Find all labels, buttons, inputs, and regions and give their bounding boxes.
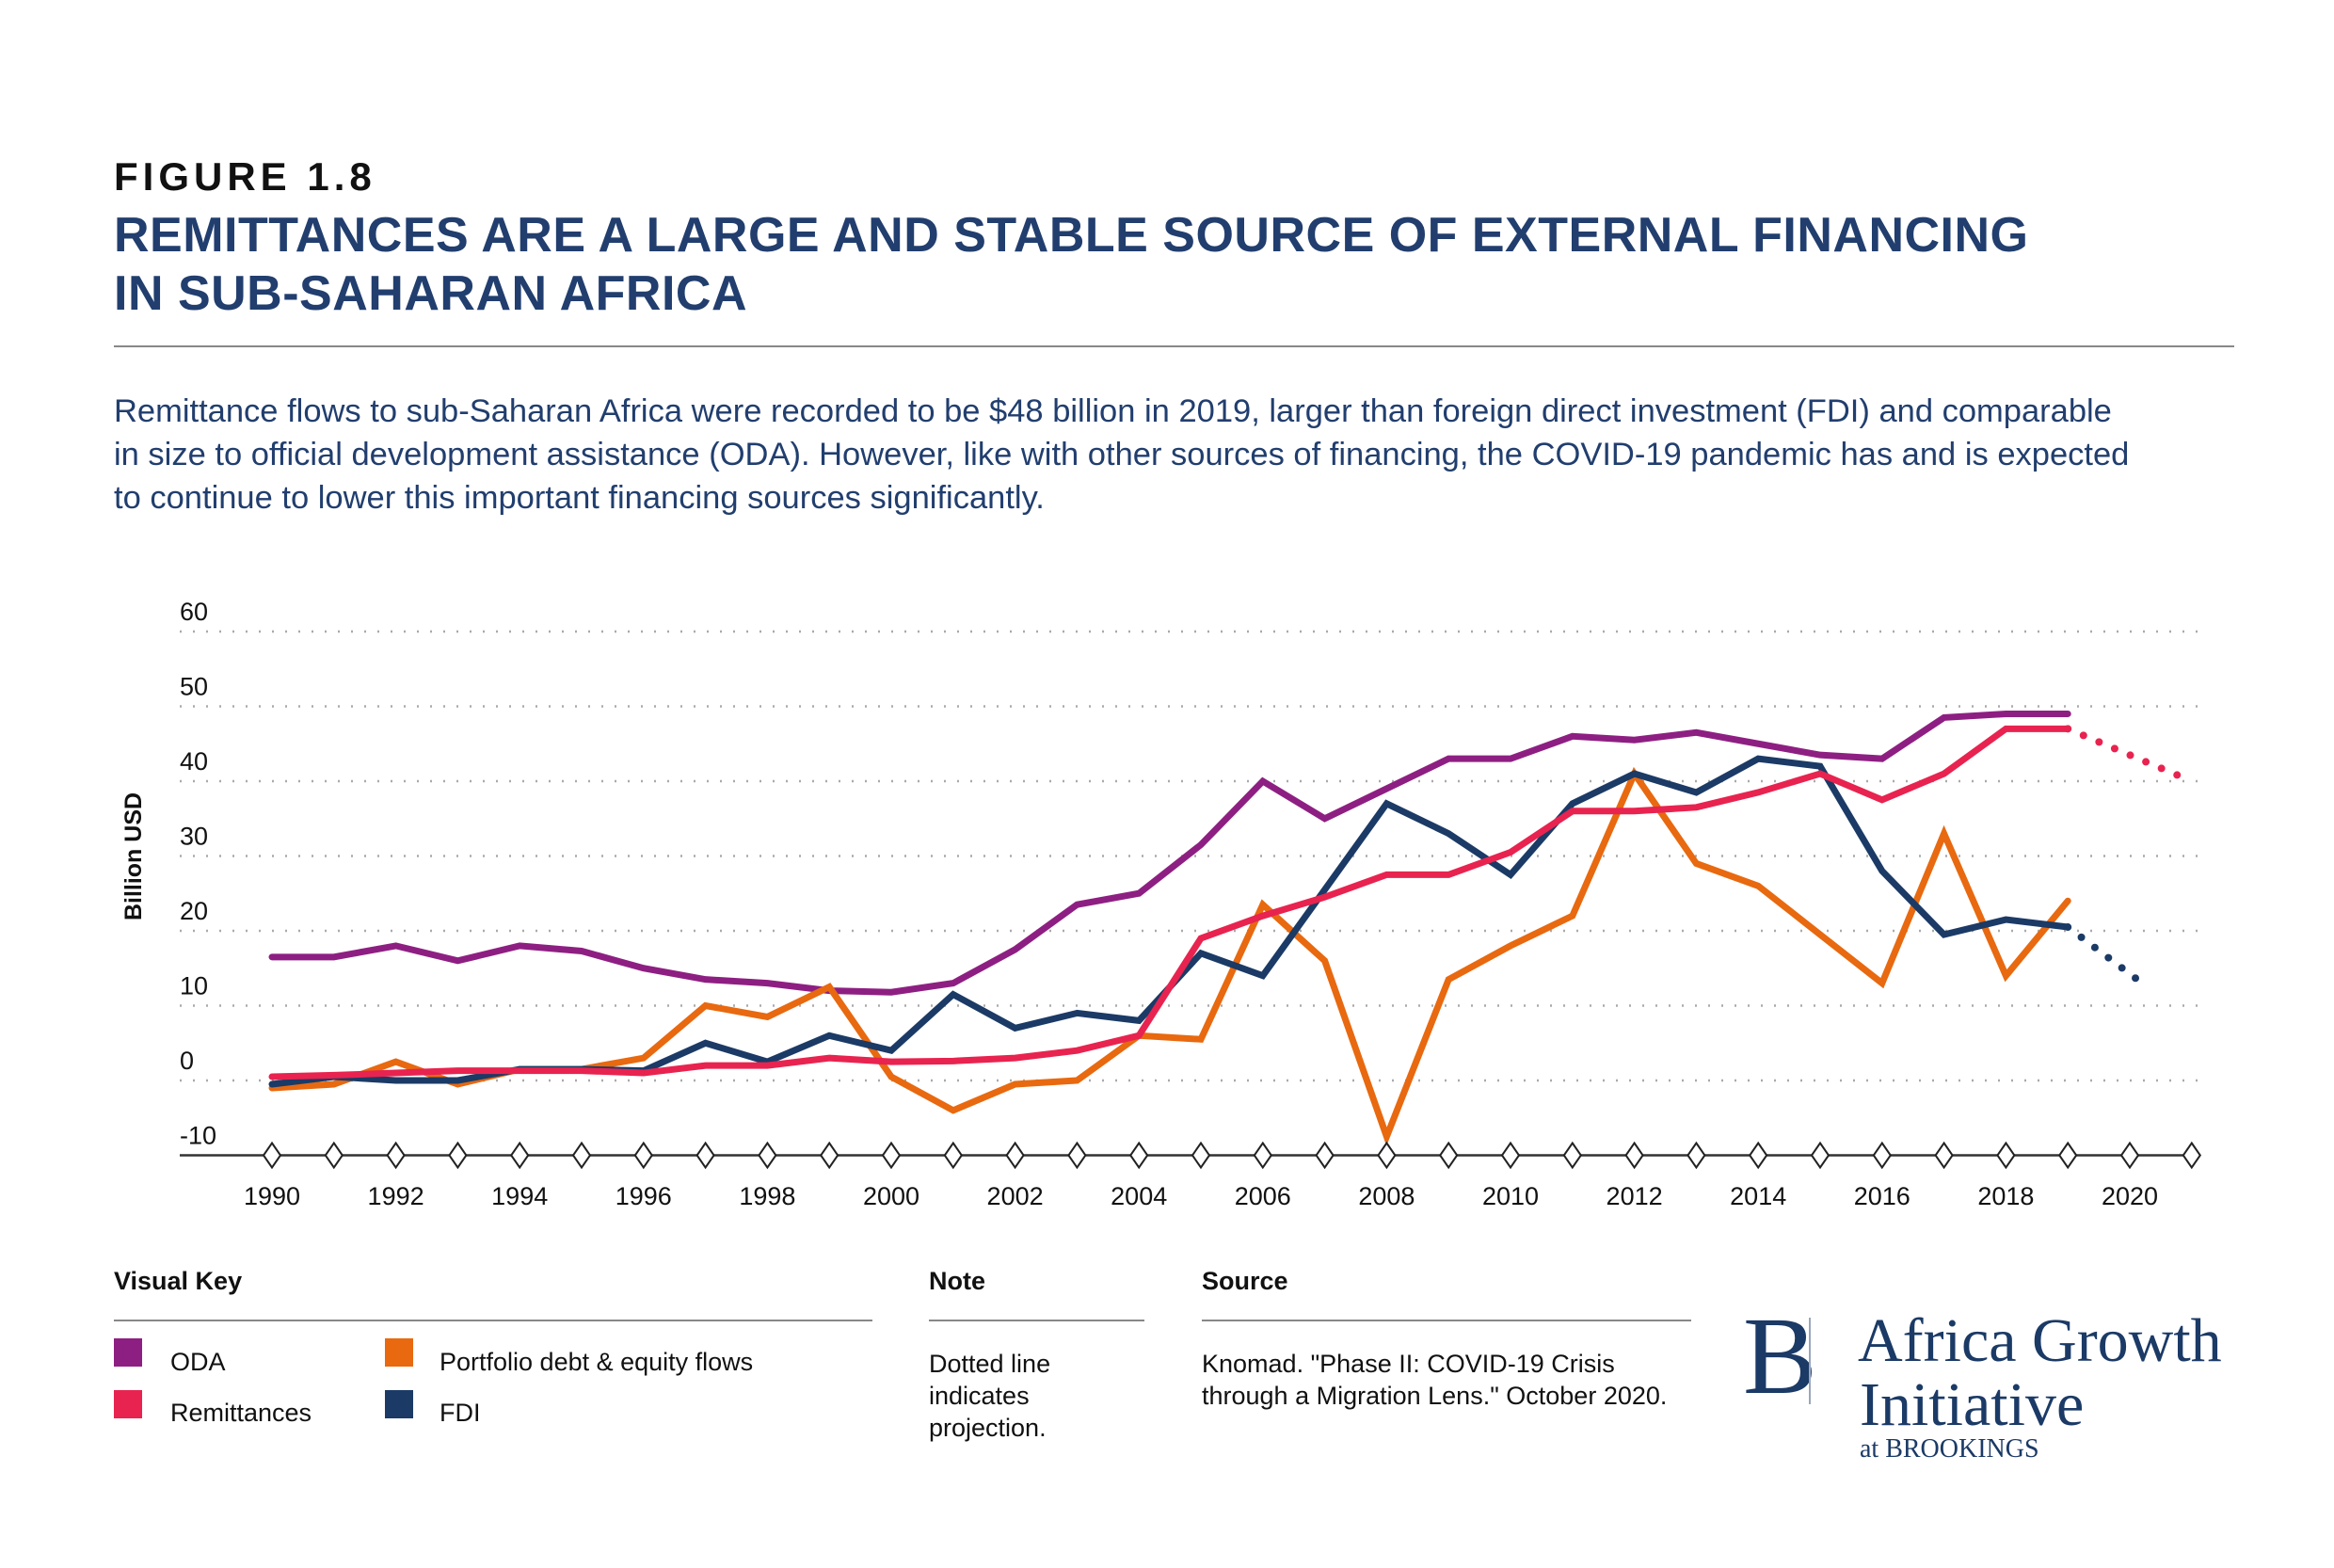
y-tick-label: 60	[180, 598, 208, 626]
series-line-remittances	[268, 725, 2071, 1080]
x-axis-marker	[1996, 1141, 2016, 1170]
x-axis-marker	[695, 1141, 715, 1170]
x-axis-marker	[1500, 1141, 1521, 1170]
x-axis-marker	[758, 1141, 777, 1170]
legend-label-oda: ODA	[170, 1348, 226, 1376]
note-line3: projection.	[929, 1414, 1047, 1442]
x-tick-label: 1998	[739, 1182, 795, 1210]
x-tick-label: 2020	[2102, 1182, 2158, 1210]
x-axis-marker	[633, 1141, 654, 1170]
legend-label-portfolio: Portfolio debt & equity flows	[440, 1348, 754, 1376]
source-line2: through a Migration Lens." October 2020.	[1202, 1382, 1668, 1410]
x-axis-marker	[2057, 1141, 2078, 1170]
logo-line3: at BROOKINGS	[1860, 1434, 2039, 1464]
series-line-oda	[268, 710, 2071, 996]
x-axis-marker	[819, 1141, 839, 1170]
x-axis-marker	[1810, 1141, 1830, 1170]
x-tick-label: 1994	[491, 1182, 548, 1210]
y-tick-label: 10	[180, 972, 208, 1000]
x-tick-label: 2018	[1977, 1182, 2034, 1210]
title-divider	[114, 345, 2234, 347]
source-divider	[1202, 1320, 1691, 1321]
x-axis-marker	[1191, 1141, 1211, 1170]
source-line1: Knomad. "Phase II: COVID-19 Crisis	[1202, 1350, 1615, 1378]
y-tick-label: 30	[180, 823, 208, 851]
logo-line2: Initiative	[1860, 1370, 2085, 1439]
x-axis-marker	[1253, 1141, 1273, 1170]
chart-title-line1: REMITTANCES ARE A LARGE AND STABLE SOURC…	[114, 208, 2029, 263]
x-tick-label: 2008	[1358, 1182, 1415, 1210]
x-axis-marker	[1067, 1141, 1087, 1170]
x-axis-marker	[2119, 1141, 2140, 1170]
y-tick-label: 20	[180, 897, 208, 925]
description-line2: in size to official development assistan…	[114, 437, 2130, 472]
x-tick-label: 2016	[1854, 1182, 1910, 1210]
x-tick-label: 2014	[1730, 1182, 1786, 1210]
x-tick-label: 1996	[615, 1182, 672, 1210]
x-axis-marker	[881, 1141, 902, 1170]
legend-label-fdi: FDI	[440, 1399, 481, 1427]
x-axis-marker	[1377, 1141, 1397, 1170]
y-tick-label: 0	[180, 1047, 194, 1075]
x-axis-marker	[571, 1141, 592, 1170]
x-tick-label: 2012	[1607, 1182, 1663, 1210]
x-axis-marker	[1687, 1141, 1706, 1170]
legend-label-remittances: Remittances	[170, 1399, 312, 1427]
x-axis-marker	[1934, 1141, 1954, 1170]
x-tick-label: 2002	[987, 1182, 1044, 1210]
x-axis-marker	[1872, 1141, 1893, 1170]
x-axis-marker	[1748, 1141, 1768, 1170]
legend-swatch-portfolio	[385, 1338, 413, 1367]
logo-divider	[1809, 1318, 1811, 1404]
y-tick-label: -10	[180, 1122, 216, 1150]
y-tick-label: 40	[180, 747, 208, 776]
note-text: Dotted line indicates projection.	[929, 1348, 1050, 1444]
x-axis-marker	[1315, 1141, 1335, 1170]
legend-heading: Visual Key	[114, 1267, 243, 1295]
chart-title-line2: IN SUB-SAHARAN AFRICA	[114, 266, 747, 321]
projection-line-remittances	[2064, 725, 2196, 785]
x-axis-marker	[448, 1141, 468, 1170]
source-heading: Source	[1202, 1267, 1288, 1295]
projection-line-fdi	[2064, 923, 2147, 987]
legend-swatch-oda	[114, 1338, 142, 1367]
x-axis-marker	[1005, 1141, 1025, 1170]
x-tick-label: 2010	[1482, 1182, 1539, 1210]
figure-label: FIGURE 1.8	[114, 154, 376, 199]
x-axis-marker	[1624, 1141, 1644, 1170]
x-tick-label: 1992	[368, 1182, 424, 1210]
description-line3: to continue to lower this important fina…	[114, 480, 1045, 516]
x-axis-marker	[262, 1141, 282, 1170]
x-axis-marker	[1562, 1141, 1583, 1170]
x-axis-marker	[943, 1141, 964, 1170]
logo-line1: Africa Growth	[1858, 1306, 2222, 1375]
note-line2: indicates	[929, 1382, 1030, 1410]
legend-swatch-fdi	[385, 1390, 413, 1418]
note-heading: Note	[929, 1267, 985, 1295]
x-tick-label: 2006	[1235, 1182, 1291, 1210]
x-axis-marker	[2182, 1141, 2202, 1170]
y-axis-label: Billion USD	[120, 792, 147, 920]
legend-swatch-remittances	[114, 1390, 142, 1418]
note-line1: Dotted line	[929, 1350, 1051, 1378]
x-tick-label: 2004	[1111, 1182, 1167, 1210]
logo-b: B	[1743, 1294, 1817, 1417]
note-divider	[929, 1320, 1144, 1321]
series-line-portfolio-debt-equity-flows	[268, 766, 2071, 1146]
x-axis-marker	[324, 1141, 344, 1170]
y-tick-label: 50	[180, 673, 208, 701]
x-axis-marker	[1128, 1141, 1149, 1170]
x-axis-marker	[386, 1141, 406, 1170]
x-tick-label: 2000	[863, 1182, 919, 1210]
legend-divider	[114, 1320, 872, 1321]
description-line1: Remittance flows to sub-Saharan Africa w…	[114, 393, 2112, 429]
x-tick-label: 1990	[244, 1182, 300, 1210]
source-text: Knomad. "Phase II: COVID-19 Crisis throu…	[1202, 1348, 1667, 1412]
x-axis-marker	[509, 1141, 530, 1170]
x-axis-marker	[1438, 1141, 1459, 1170]
